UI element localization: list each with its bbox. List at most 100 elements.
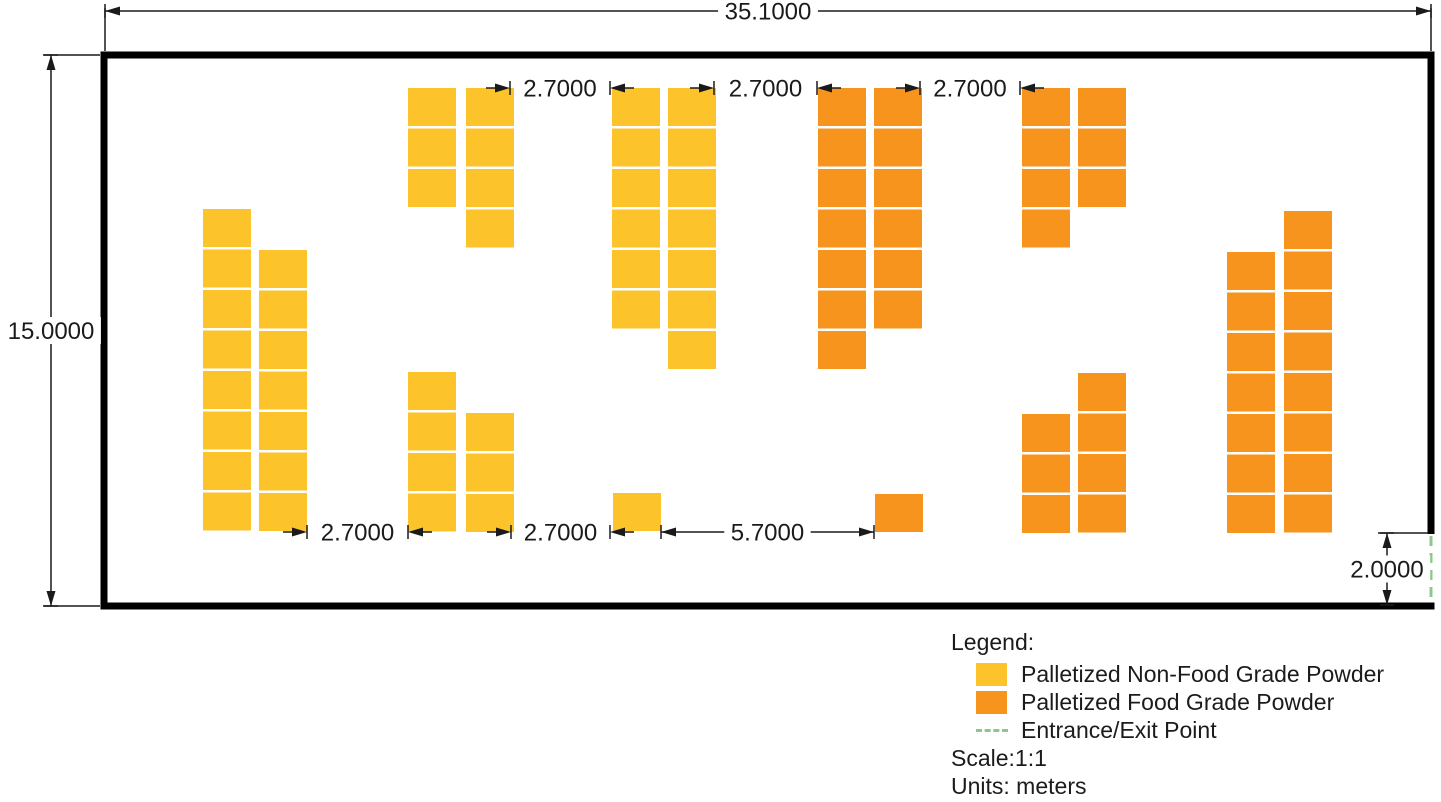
- pallet-cell-non-food: [408, 128, 456, 167]
- pallet-cell-food: [818, 209, 866, 248]
- pallet-cell-non-food: [408, 453, 456, 491]
- pallet-cell-non-food: [612, 209, 660, 248]
- pallet-cell-food: [874, 290, 922, 329]
- legend-item-label: Entrance/Exit Point: [1021, 717, 1217, 743]
- pallet-cell-non-food: [259, 452, 307, 491]
- dimension-arrow: [495, 83, 510, 93]
- dimension-label-bg: [1, 317, 101, 344]
- pallet-cell-non-food: [408, 372, 456, 410]
- legend-item-non-food-grade: Palletized Non-Food Grade Powder: [976, 660, 1384, 688]
- pallet-cell-food: [818, 128, 866, 167]
- dimension-arrow: [292, 527, 307, 537]
- pallet-cell-non-food: [612, 250, 660, 288]
- pallet-cell-food: [1078, 413, 1126, 452]
- pallet-cell-non-food: [203, 209, 251, 247]
- pallet-cell-food: [875, 494, 923, 532]
- pallet-cell-food: [1078, 128, 1126, 167]
- pallet-cell-non-food: [613, 493, 661, 531]
- pallet-cell-food: [1022, 128, 1070, 167]
- pallet-cell-food: [1227, 454, 1275, 493]
- legend-item-entrance: Entrance/Exit Point: [976, 716, 1384, 744]
- pallet-cell-non-food: [612, 290, 660, 329]
- pallet-cell-food: [1078, 494, 1126, 533]
- dimension-arrow: [699, 83, 714, 93]
- pallet-cell-non-food: [203, 371, 251, 409]
- pallet-cell-food: [1284, 413, 1332, 452]
- dimension-arrow: [408, 527, 423, 537]
- pallet-cell-food: [1284, 251, 1332, 290]
- pallet-cell-non-food: [466, 128, 514, 167]
- pallet-cell-food: [1227, 414, 1275, 452]
- pallet-cell-non-food: [408, 88, 456, 126]
- pallet-cell-non-food: [259, 371, 307, 410]
- pallet-cell-food: [1227, 252, 1275, 290]
- pallet-cell-non-food: [466, 88, 514, 126]
- pallet-cell-non-food: [259, 290, 307, 329]
- pallet-cell-non-food: [259, 412, 307, 450]
- pallet-cell-non-food: [466, 413, 514, 451]
- pallet-cell-food: [1227, 495, 1275, 533]
- dimension-arrow: [610, 83, 625, 93]
- pallet-cell-food: [874, 209, 922, 248]
- pallet-cell-food: [818, 88, 866, 126]
- pallet-cell-food: [818, 169, 866, 207]
- scale-label: Scale:1:1: [951, 745, 1047, 771]
- pallet-cell-food: [874, 169, 922, 207]
- legend-heading: Legend:: [951, 629, 1035, 655]
- pallet-cell-food: [874, 88, 922, 126]
- dimension-label-bg: [722, 74, 809, 102]
- pallet-cell-non-food: [612, 88, 660, 126]
- pallet-cell-non-food: [466, 453, 514, 492]
- pallet-cell-food: [1284, 211, 1332, 249]
- pallet-cell-food: [1022, 495, 1070, 533]
- food-grade-swatch: [976, 690, 1007, 714]
- pallet-cell-food: [1022, 169, 1070, 207]
- pallet-cell-non-food: [668, 88, 716, 126]
- legend: Legend: Palletized Non-Food Grade Powder…: [945, 628, 1384, 800]
- dimension-label: 2.7000: [523, 76, 596, 103]
- pallet-cell-non-food: [408, 412, 456, 451]
- pallet-cell-non-food: [203, 452, 251, 490]
- dimension-label-bg: [1343, 555, 1431, 583]
- pallet-cell-non-food: [668, 169, 716, 207]
- pallet-cell-food: [1284, 292, 1332, 330]
- dimension-label: 2.7000: [524, 520, 597, 547]
- dimension-arrow: [610, 527, 625, 537]
- pallet-cell-food: [874, 128, 922, 167]
- units-label: Units: meters: [951, 773, 1087, 799]
- pallet-cell-food: [1022, 88, 1070, 126]
- pallet-cell-non-food: [203, 492, 251, 531]
- pallet-cell-non-food: [408, 493, 456, 532]
- dimension-label: 5.7000: [731, 520, 804, 547]
- dimension-label-bg: [718, 0, 818, 25]
- pallet-cell-food: [1284, 332, 1332, 371]
- pallet-cell-non-food: [612, 128, 660, 167]
- dimension-label: 2.7000: [933, 76, 1006, 103]
- pallet-cell-non-food: [408, 169, 456, 207]
- pallet-cell-food: [874, 250, 922, 288]
- dimension-label-bg: [926, 74, 1014, 102]
- dimension-label: 2.7000: [729, 76, 802, 103]
- pallet-cell-food: [1284, 454, 1332, 492]
- dimension-label: 15.0000: [8, 318, 95, 345]
- dimension-arrow: [1382, 533, 1392, 548]
- pallet-cell-food: [1284, 494, 1332, 533]
- dimension-arrow: [1382, 590, 1392, 605]
- pallet-cell-non-food: [668, 209, 716, 248]
- pallet-cell-non-food: [203, 249, 251, 288]
- pallet-cell-food: [1022, 414, 1070, 452]
- dimension-arrow: [46, 55, 56, 70]
- non-food-grade-swatch: [976, 662, 1007, 686]
- dimension-arrow: [105, 6, 120, 16]
- dimension-label: 35.1000: [725, 0, 812, 26]
- dimension-arrow: [905, 83, 920, 93]
- pallet-cell-non-food: [668, 331, 716, 369]
- pallet-cell-food: [1284, 373, 1332, 411]
- pallet-cell-food: [818, 331, 866, 369]
- legend-item-label: Palletized Food Grade Powder: [1021, 689, 1335, 715]
- dimension-arrow: [859, 527, 874, 537]
- pallet-cell-food: [1227, 373, 1275, 412]
- dimension-arrow: [1020, 83, 1035, 93]
